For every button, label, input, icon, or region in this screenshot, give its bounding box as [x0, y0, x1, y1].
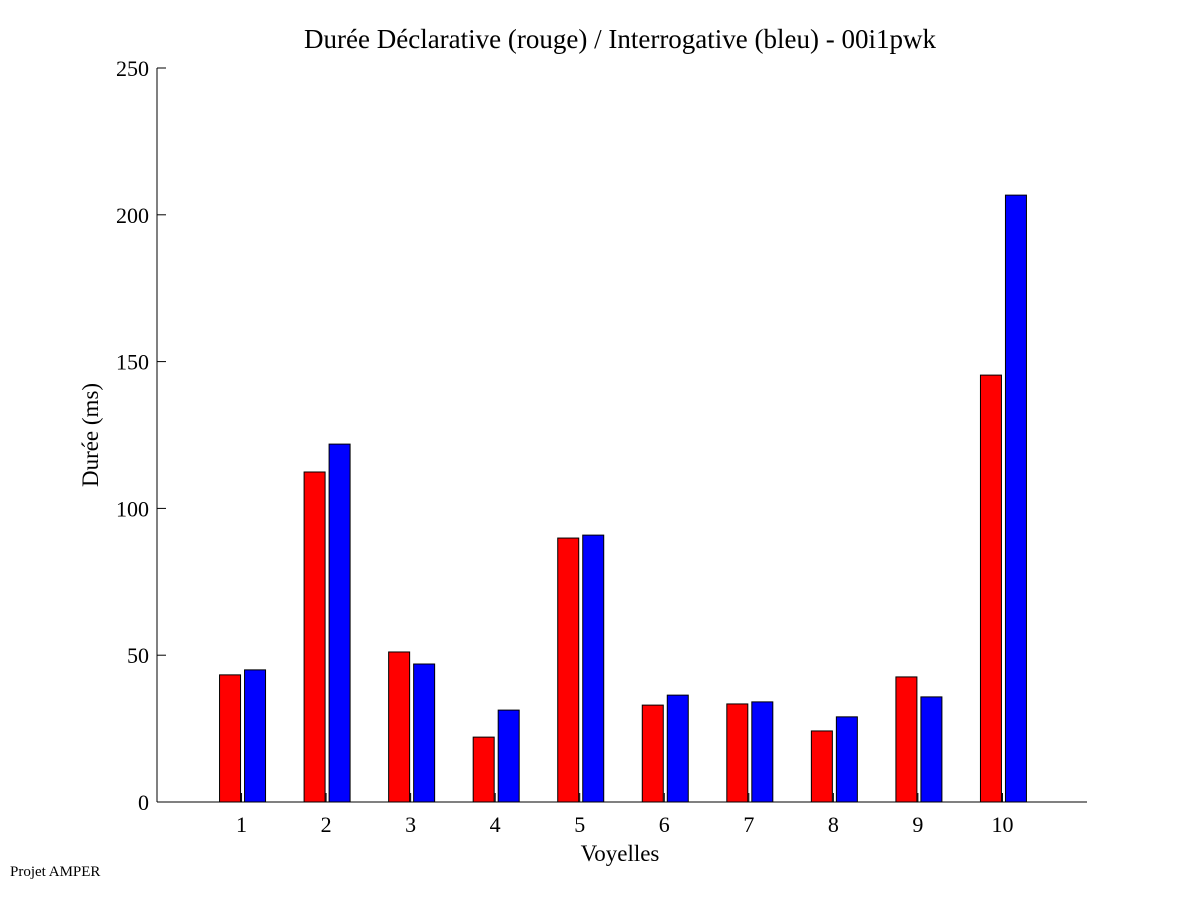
x-tick-label: 6 [659, 812, 670, 837]
x-tick-label: 10 [991, 812, 1013, 837]
y-tick-label: 250 [116, 56, 149, 81]
y-axis-label: Durée (ms) [78, 383, 103, 487]
bar-declarative [388, 651, 411, 803]
bar-interrogative [666, 694, 689, 803]
bar-interrogative [497, 709, 520, 803]
bar-interrogative [1004, 194, 1027, 803]
bar-declarative [726, 703, 749, 803]
bar-interrogative [244, 669, 267, 803]
bars [219, 194, 1027, 803]
bar-declarative [810, 730, 833, 803]
x-axis-label: Voyelles [581, 841, 660, 866]
x-tick-label: 9 [912, 812, 923, 837]
y-tick-label: 200 [116, 203, 149, 228]
bar-interrogative [835, 716, 858, 803]
bar-interrogative [413, 663, 436, 803]
x-tick-label: 8 [828, 812, 839, 837]
y-tick-label: 150 [116, 350, 149, 375]
y-tick-label: 0 [138, 790, 149, 815]
bar-declarative [641, 704, 664, 803]
bar-declarative [557, 537, 580, 803]
x-tick-label: 3 [405, 812, 416, 837]
x-tick-label: 7 [743, 812, 754, 837]
x-tick-label: 4 [490, 812, 501, 837]
bar-declarative [895, 676, 918, 803]
chart-title: Durée Déclarative (rouge) / Interrogativ… [304, 24, 936, 54]
x-tick-label: 2 [321, 812, 332, 837]
bar-interrogative [328, 443, 351, 803]
x-tick-label: 5 [574, 812, 585, 837]
bar-interrogative [751, 701, 774, 803]
x-tick-label: 1 [236, 812, 247, 837]
footer-credit: Projet AMPER [10, 864, 101, 880]
bar-declarative [303, 471, 326, 803]
bar-interrogative [920, 696, 943, 803]
bar-declarative [219, 674, 242, 803]
bar-interrogative [582, 534, 605, 803]
y-tick-label: 50 [127, 643, 149, 668]
bar-declarative [472, 736, 495, 803]
y-tick-label: 100 [116, 496, 149, 521]
bar-declarative [979, 374, 1002, 803]
